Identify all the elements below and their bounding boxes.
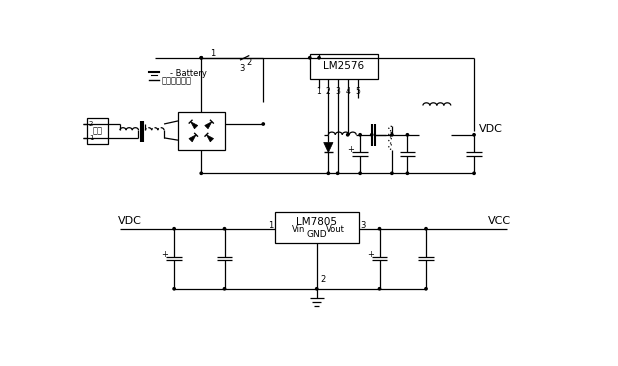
Circle shape: [200, 57, 203, 59]
Circle shape: [347, 134, 349, 136]
Polygon shape: [206, 135, 214, 142]
Polygon shape: [189, 135, 196, 142]
Bar: [275, 212, 358, 243]
Text: 3: 3: [240, 64, 245, 73]
Circle shape: [391, 172, 393, 175]
Text: 5: 5: [355, 87, 360, 96]
Circle shape: [359, 172, 362, 175]
Text: 1: 1: [268, 221, 273, 230]
Text: 1: 1: [89, 135, 93, 141]
Circle shape: [371, 134, 373, 136]
Circle shape: [200, 57, 203, 59]
Bar: [310, 54, 378, 79]
Text: Vin: Vin: [292, 225, 305, 234]
Circle shape: [223, 288, 226, 290]
Text: LM2576: LM2576: [323, 61, 365, 71]
Text: 1: 1: [316, 87, 321, 96]
Text: 2: 2: [89, 121, 93, 127]
Circle shape: [223, 228, 226, 230]
Text: VCC: VCC: [488, 216, 511, 226]
Polygon shape: [324, 142, 333, 153]
Text: +: +: [161, 250, 168, 259]
Circle shape: [316, 288, 318, 290]
Circle shape: [262, 123, 265, 125]
Circle shape: [200, 172, 203, 175]
Circle shape: [473, 134, 475, 136]
Circle shape: [359, 134, 362, 136]
Text: 2: 2: [247, 58, 252, 67]
Polygon shape: [190, 122, 198, 129]
Polygon shape: [205, 122, 212, 129]
Circle shape: [425, 288, 427, 290]
Circle shape: [308, 57, 311, 59]
Text: LM7805: LM7805: [296, 217, 337, 227]
Circle shape: [391, 134, 393, 136]
Text: 2: 2: [321, 275, 326, 284]
Bar: [178, 112, 224, 150]
Circle shape: [327, 172, 329, 175]
Text: 3: 3: [335, 87, 340, 96]
Circle shape: [173, 288, 176, 290]
Circle shape: [378, 288, 381, 290]
Bar: [87, 118, 108, 144]
Text: 1: 1: [210, 49, 216, 59]
Text: 市电: 市电: [93, 126, 103, 135]
Circle shape: [473, 172, 475, 175]
Text: 太阳能电池板: 太阳能电池板: [162, 76, 192, 85]
Text: Vout: Vout: [326, 225, 345, 234]
Circle shape: [406, 172, 408, 175]
Text: 3: 3: [360, 221, 366, 230]
Text: VDC: VDC: [479, 124, 503, 134]
Circle shape: [173, 228, 176, 230]
Circle shape: [318, 57, 320, 59]
Text: - Battery: - Battery: [170, 69, 207, 78]
Text: +: +: [347, 145, 354, 154]
Text: 4: 4: [345, 87, 350, 96]
Text: +: +: [366, 250, 374, 259]
Text: VDC: VDC: [118, 216, 142, 226]
Circle shape: [406, 134, 408, 136]
Circle shape: [378, 228, 381, 230]
Text: 2: 2: [326, 87, 331, 96]
Text: GND: GND: [307, 230, 327, 239]
Circle shape: [425, 228, 427, 230]
Circle shape: [336, 172, 339, 175]
